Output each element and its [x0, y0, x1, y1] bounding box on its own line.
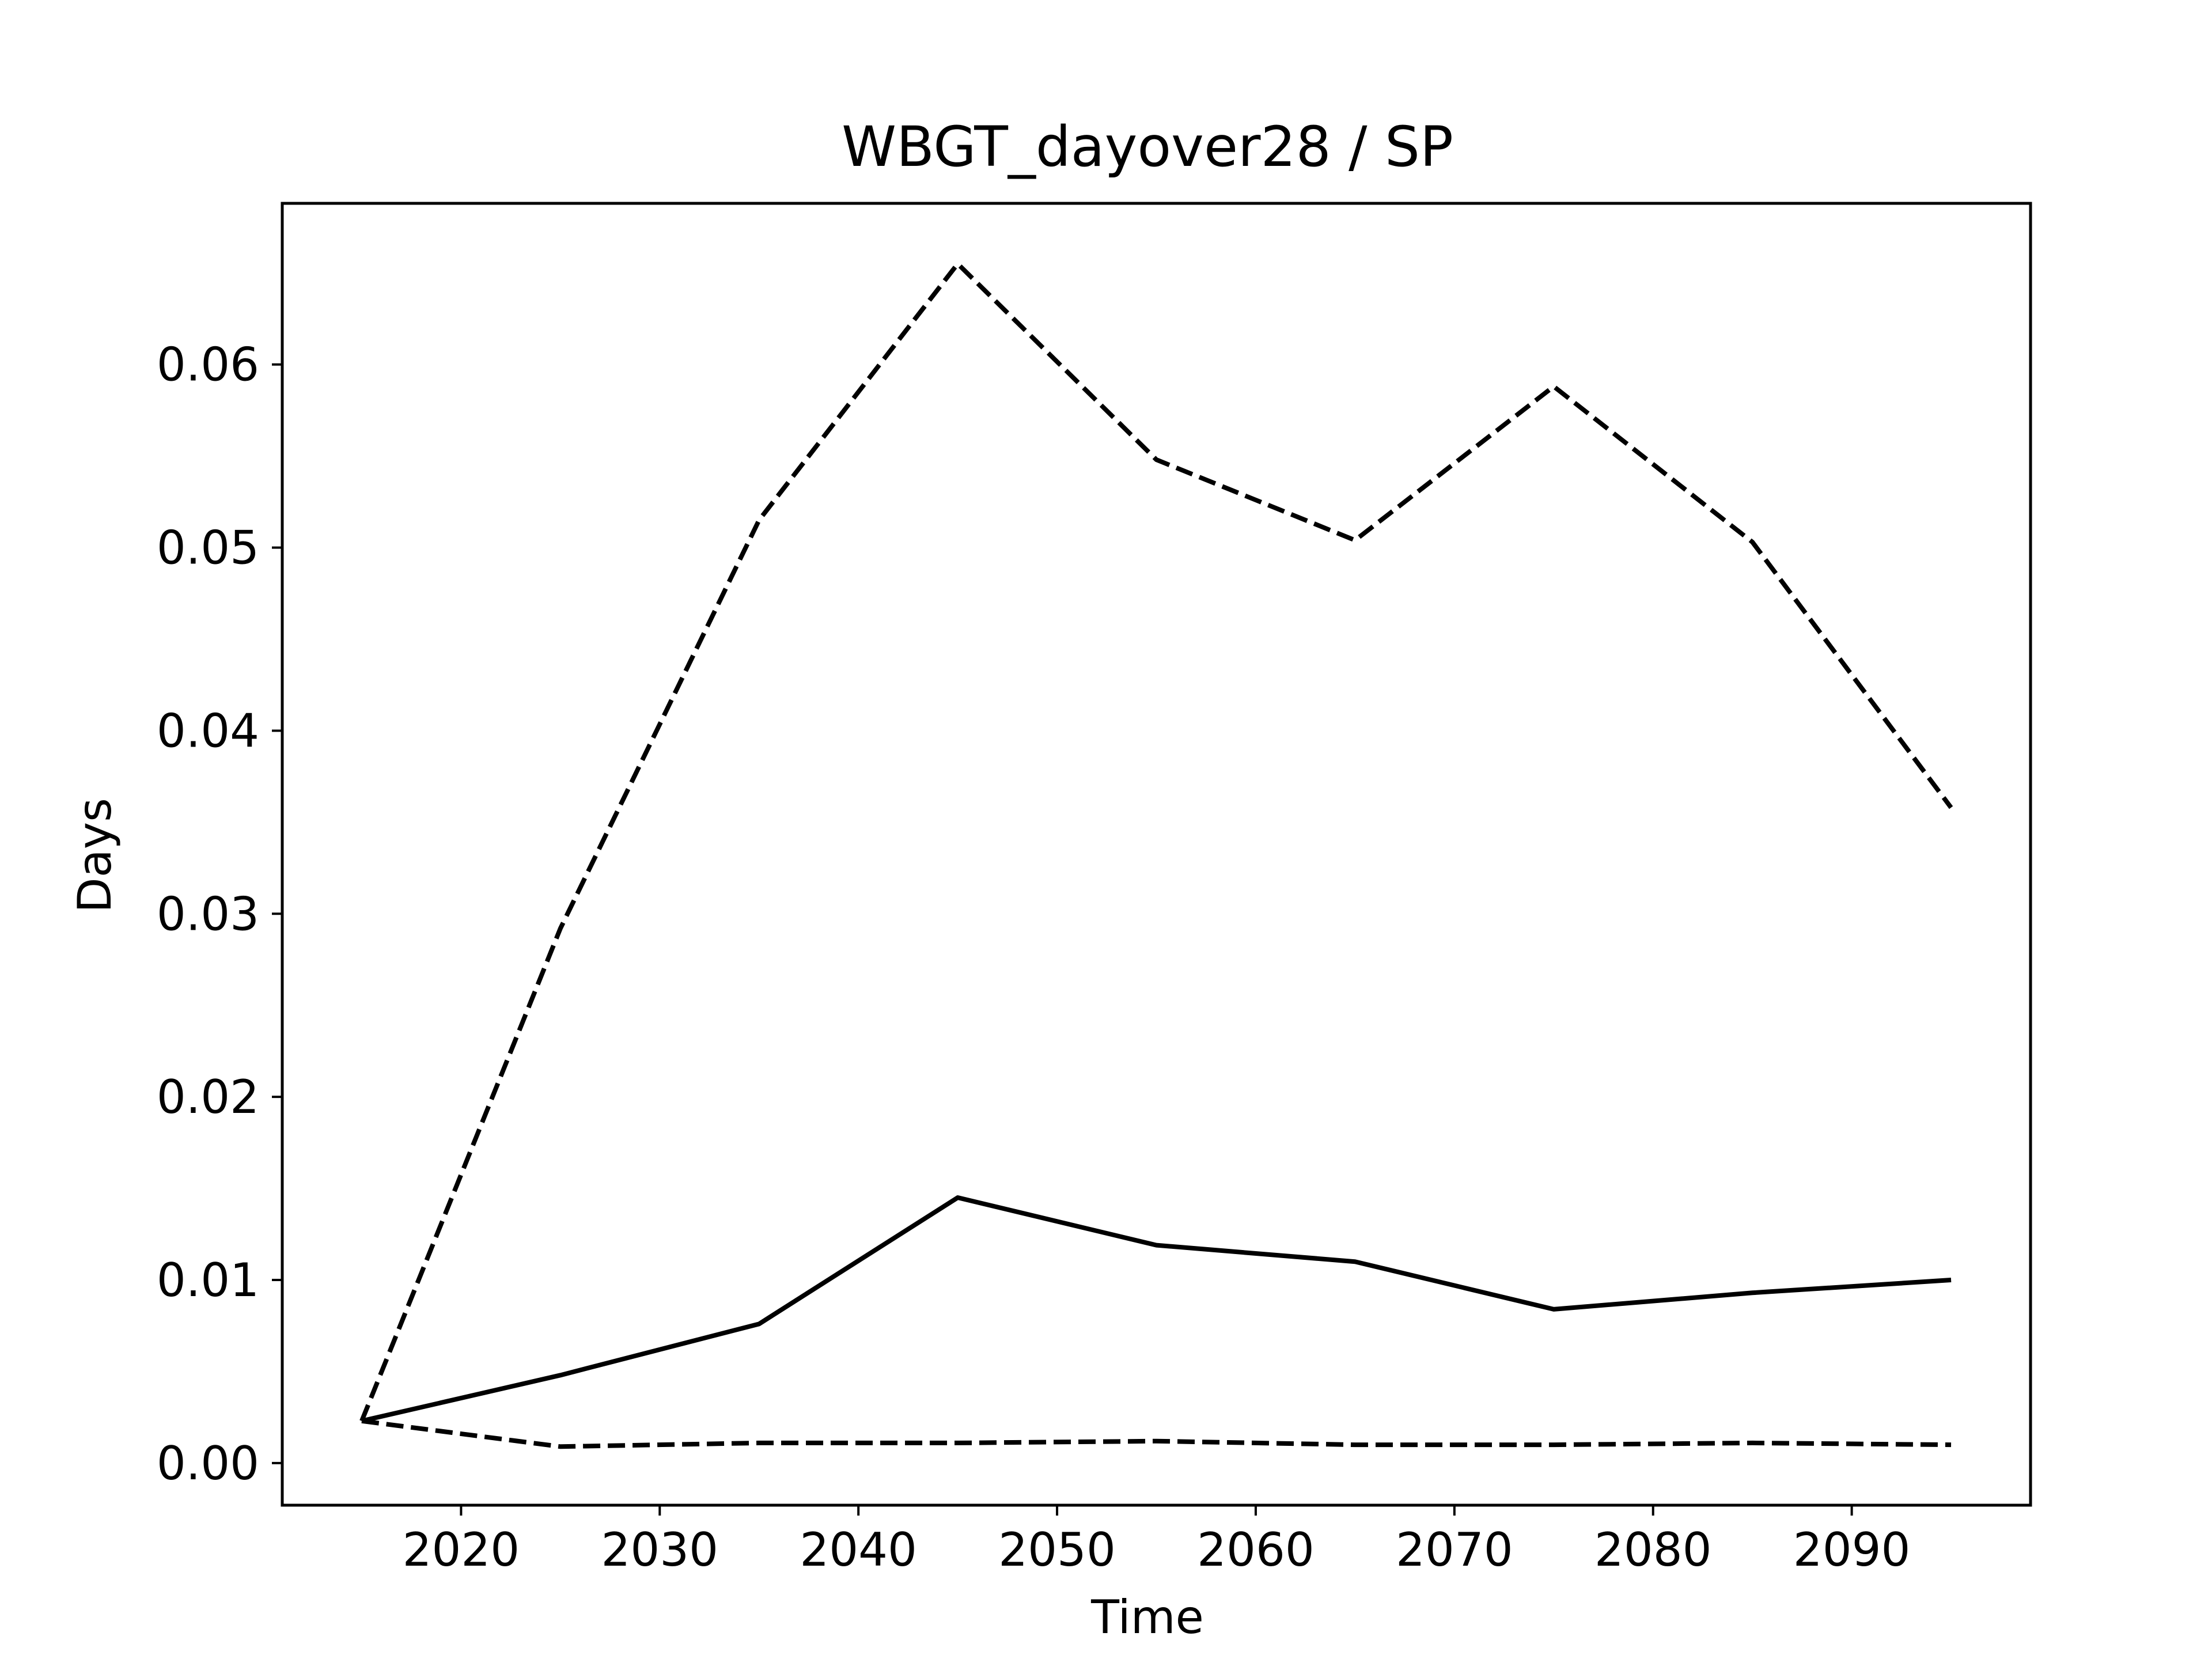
series-line-3	[361, 1418, 1952, 1449]
y-tick-label: 0.04	[157, 704, 259, 757]
x-tick-label: 2040	[800, 1523, 917, 1577]
x-axis: 2020 2030 2040 2050 2060 2070 2080 2090	[403, 1505, 1911, 1577]
y-tick-label: 0.03	[157, 887, 259, 941]
x-axis-label: Time	[1090, 1590, 1204, 1644]
x-tick-label: 2070	[1396, 1523, 1513, 1577]
plot-frame	[281, 202, 2032, 1507]
y-axis-label: Days	[68, 798, 122, 913]
series-line-2	[359, 261, 1953, 1422]
y-tick-label: 0.05	[157, 521, 259, 575]
y-tick-label: 0.01	[157, 1253, 259, 1307]
chart-title: WBGT_dayover28 / SP	[842, 115, 1453, 179]
x-tick-label: 2050	[998, 1523, 1116, 1577]
x-tick-label: 2030	[601, 1523, 718, 1577]
y-tick-label: 0.00	[157, 1437, 259, 1490]
x-tick-label: 2020	[403, 1523, 520, 1577]
x-tick-label: 2090	[1793, 1523, 1911, 1577]
y-tick-label: 0.02	[157, 1070, 259, 1124]
y-axis: 0.00 0.01 0.02 0.03 0.04 0.05 0.06	[157, 338, 282, 1490]
x-tick-label: 2080	[1594, 1523, 1712, 1577]
y-tick-label: 0.06	[157, 338, 259, 392]
series-line-1	[361, 1195, 1952, 1423]
x-tick-label: 2060	[1197, 1523, 1315, 1577]
series-layer	[359, 261, 1953, 1449]
